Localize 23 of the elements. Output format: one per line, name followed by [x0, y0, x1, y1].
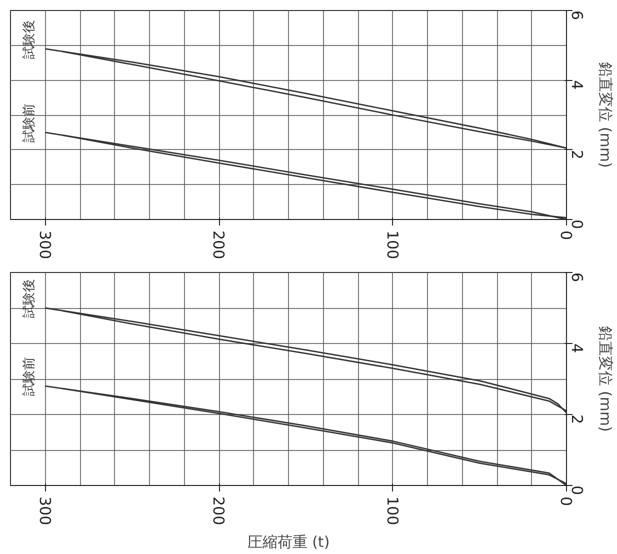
y-axis-title: 鉛直変位 (mm): [596, 326, 614, 432]
y-tick-label: 6: [568, 10, 586, 20]
x-tick-label: 100: [383, 230, 402, 260]
text: 試験前: [22, 357, 37, 396]
y-tick-label: 0: [568, 486, 586, 496]
text: 試験後: [22, 279, 37, 318]
y-tick-label: 2: [568, 414, 586, 424]
y-tick-label: 6: [568, 272, 586, 282]
y-tick-label: 0: [568, 220, 586, 230]
text: 試験前: [22, 103, 37, 142]
x-tick-label: 300: [36, 230, 54, 260]
x-tick-label: 300: [36, 496, 54, 526]
x-tick-label: 0: [557, 230, 575, 240]
x-tick-label: 200: [210, 230, 228, 260]
x-tick-label: 0: [557, 496, 575, 506]
y-axis-title: 鉛直変位 (mm): [596, 62, 614, 168]
x-tick-label: 100: [383, 496, 402, 526]
y-tick-label: 4: [568, 344, 586, 354]
x-tick-label: 200: [210, 496, 228, 526]
y-tick-label: 2: [568, 150, 586, 160]
text: 試験後: [22, 20, 37, 59]
x-axis-title: 圧縮荷重 (t): [247, 533, 330, 552]
y-tick-label: 4: [568, 80, 586, 90]
